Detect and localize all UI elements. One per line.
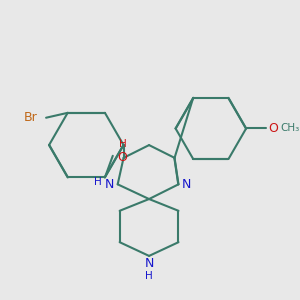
Text: H: H <box>94 177 102 188</box>
Text: H: H <box>145 271 153 281</box>
Text: N: N <box>144 257 154 270</box>
Text: O: O <box>118 151 128 164</box>
Text: Br: Br <box>23 111 37 124</box>
Text: CH₃: CH₃ <box>281 123 300 134</box>
Text: N: N <box>105 178 115 191</box>
Text: N: N <box>182 178 191 191</box>
Text: O: O <box>269 122 278 135</box>
Text: H: H <box>119 139 127 149</box>
